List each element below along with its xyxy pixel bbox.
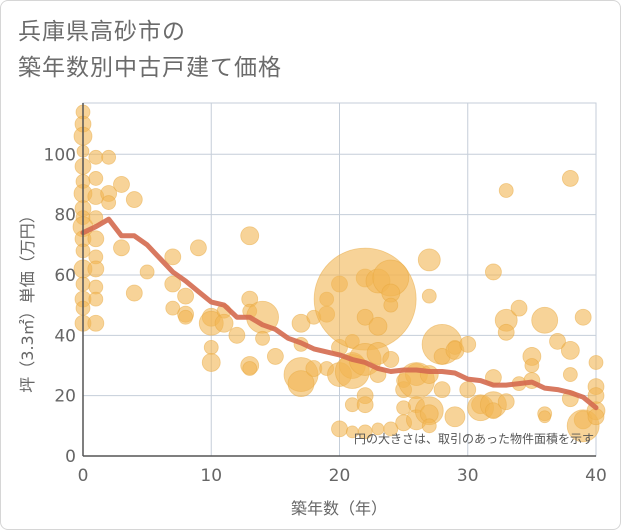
data-bubble <box>510 299 528 317</box>
data-bubble <box>497 323 515 341</box>
data-bubble <box>560 341 580 360</box>
data-bubble <box>588 355 604 370</box>
data-bubble <box>113 176 130 193</box>
data-bubble <box>177 287 195 305</box>
data-bubble <box>101 195 117 210</box>
data-bubble <box>497 393 515 411</box>
data-bubble <box>484 263 502 281</box>
data-bubble <box>356 308 374 326</box>
chart-title-line-1: 兵庫県高砂市の <box>18 19 186 45</box>
data-bubble <box>459 335 477 353</box>
data-bubble <box>87 314 105 332</box>
x-tick-label: 0 <box>78 466 89 486</box>
y-tick-label: 100 <box>44 145 76 165</box>
x-tick-label: 40 <box>585 466 607 486</box>
data-bubble <box>444 406 466 428</box>
trend-line-layer <box>80 216 599 411</box>
data-bubble <box>498 183 514 198</box>
data-bubble <box>190 239 207 257</box>
data-bubble <box>201 353 221 372</box>
data-bubble <box>125 191 143 208</box>
data-bubble <box>538 410 552 424</box>
data-bubble <box>524 358 540 373</box>
data-bubble <box>88 149 104 165</box>
x-tick-label: 30 <box>457 466 479 486</box>
data-bubble <box>421 418 437 434</box>
data-bubble <box>255 330 270 346</box>
data-bubble <box>484 402 502 420</box>
data-bubble <box>561 170 579 187</box>
data-bubble <box>240 226 260 246</box>
data-bubble <box>87 230 105 248</box>
y-tick-label: 60 <box>54 266 76 286</box>
data-bubble <box>228 326 246 344</box>
data-bubble <box>357 424 373 440</box>
x-tick-label: 10 <box>200 466 222 486</box>
data-bubble <box>368 316 388 336</box>
data-bubble <box>574 308 592 326</box>
data-bubble <box>562 367 578 382</box>
y-axis-title: 坪（3.3㎡）単価（万円） <box>18 207 37 392</box>
chart-title: 兵庫県高砂市の 築年数別中古戸建て価格 <box>18 14 282 86</box>
axis-layer: 0 10 20 30 40 0 20 40 60 80 100 <box>44 103 607 486</box>
average-price-line <box>80 216 599 411</box>
data-bubble <box>214 313 234 333</box>
data-bubble <box>88 291 104 307</box>
data-bubble <box>419 365 439 384</box>
data-bubble <box>164 275 182 293</box>
bubble-size-note: 円の大きさは、取引のあった物件面積を示す <box>354 431 594 446</box>
data-bubble <box>101 149 117 165</box>
y-tick-label: 0 <box>65 447 76 467</box>
data-bubble <box>178 309 194 325</box>
data-bubble <box>266 348 284 365</box>
data-bubble <box>139 264 155 280</box>
data-bubble <box>531 306 559 334</box>
data-bubble <box>459 381 477 399</box>
data-bubble <box>549 332 566 350</box>
data-bubble <box>433 381 451 399</box>
y-tick-label: 40 <box>54 326 76 346</box>
data-bubble <box>287 370 315 397</box>
data-bubble <box>331 420 348 438</box>
data-bubble <box>356 396 374 414</box>
data-bubble <box>125 284 143 302</box>
data-bubble <box>421 288 437 304</box>
data-bubble <box>164 248 182 266</box>
y-tick-label: 20 <box>54 387 76 407</box>
data-bubble <box>88 171 104 186</box>
y-tick-label: 80 <box>54 206 76 226</box>
chart-title-line-2: 築年数別中古戸建て価格 <box>18 55 282 81</box>
data-bubble <box>203 339 219 355</box>
data-bubble <box>242 361 258 376</box>
data-bubble <box>383 297 399 313</box>
x-tick-label: 20 <box>329 466 351 486</box>
data-bubble <box>417 248 441 272</box>
x-axis-title: 築年数（年） <box>291 499 387 518</box>
data-bubble <box>587 408 605 426</box>
data-bubble <box>382 351 400 368</box>
data-bubble <box>113 239 130 257</box>
data-bubble <box>87 260 105 278</box>
